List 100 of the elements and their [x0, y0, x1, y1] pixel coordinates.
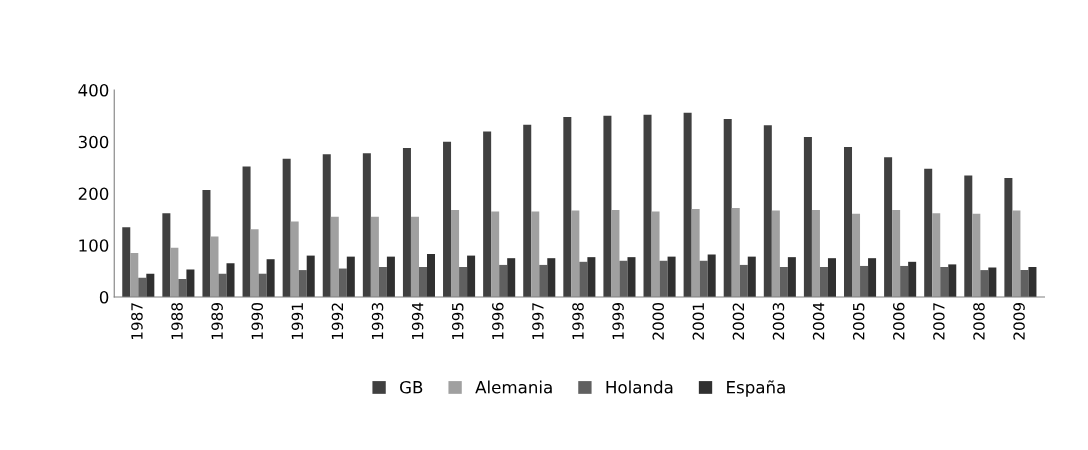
bar	[282, 158, 291, 297]
bar	[972, 213, 981, 297]
bar	[667, 256, 676, 297]
bar	[378, 266, 387, 297]
bar	[523, 124, 532, 297]
x-tick-label: 1993	[371, 303, 384, 340]
bar	[739, 264, 748, 297]
bar	[218, 273, 227, 297]
x-tick-label: 2008	[973, 302, 985, 340]
bar	[691, 209, 700, 297]
bar	[426, 254, 436, 297]
bar	[627, 257, 636, 297]
x-tick-label: 2003	[772, 303, 785, 340]
bar	[491, 211, 500, 297]
bar	[779, 266, 788, 297]
bar	[852, 213, 861, 297]
bar	[571, 210, 580, 297]
bar	[306, 255, 315, 297]
x-tick-label: 2002	[732, 303, 745, 340]
bar	[844, 146, 853, 297]
bar	[659, 260, 668, 297]
bar	[162, 213, 171, 297]
x-tick-label: 1995	[451, 303, 464, 340]
legend-label: Holanda	[606, 380, 673, 394]
bar	[707, 254, 716, 297]
bar	[410, 216, 419, 297]
bar	[819, 266, 828, 297]
x-tick-label: 1987	[131, 303, 143, 340]
bar	[499, 264, 508, 297]
bar	[988, 267, 997, 297]
x-tick-label: 1990	[251, 302, 264, 340]
bar	[298, 270, 307, 297]
bar	[868, 258, 877, 297]
bar	[451, 210, 460, 297]
legend-label: Alemania	[475, 380, 552, 394]
bar	[290, 221, 299, 297]
bar	[178, 278, 187, 297]
bar	[587, 257, 596, 297]
x-tick-label: 1994	[411, 302, 424, 340]
bar	[924, 168, 933, 297]
bar	[1020, 270, 1029, 297]
legend-label: GB	[400, 380, 423, 394]
bar	[418, 266, 427, 297]
bar	[1012, 210, 1021, 297]
bar	[338, 268, 347, 297]
bar	[900, 265, 909, 297]
bar	[803, 137, 812, 297]
x-tick-label: 2007	[933, 303, 945, 340]
bar	[258, 273, 267, 297]
bar	[346, 256, 355, 297]
bar	[643, 114, 652, 297]
bar	[531, 211, 540, 297]
legend-label: España	[727, 380, 785, 397]
bar	[402, 147, 411, 297]
x-tick-label: 2009	[1013, 302, 1025, 340]
bar	[330, 216, 339, 297]
x-tick-label: 1996	[492, 302, 504, 340]
bar	[226, 263, 235, 297]
x-tick-label: 1991	[291, 303, 304, 340]
bar	[146, 273, 155, 297]
bar	[186, 269, 195, 297]
bar	[563, 116, 572, 297]
bar	[908, 261, 917, 297]
bar	[459, 266, 468, 297]
x-tick-label: 2005	[852, 303, 865, 340]
bar	[747, 256, 756, 297]
bar	[811, 210, 820, 297]
bar	[683, 112, 692, 297]
y-tick-label: 0	[99, 290, 109, 304]
bar	[940, 266, 949, 297]
bar	[611, 210, 620, 297]
bar	[651, 211, 660, 297]
y-tick-label: 300	[78, 135, 109, 149]
x-tick-label: 1999	[612, 302, 624, 340]
bar	[362, 153, 371, 297]
bar	[539, 264, 548, 297]
bar	[122, 227, 131, 297]
x-tick-label: 1998	[572, 302, 584, 340]
bar	[547, 258, 556, 297]
bar	[771, 210, 780, 297]
y-tick-label: 100	[79, 239, 109, 252]
bar	[210, 236, 219, 297]
bar	[322, 154, 331, 297]
bar	[932, 213, 941, 297]
bar	[130, 253, 139, 297]
bar	[507, 258, 516, 297]
bar	[1004, 177, 1013, 297]
bar	[827, 258, 836, 297]
bar	[483, 131, 492, 297]
bar	[443, 141, 452, 297]
bar	[266, 259, 275, 297]
x-tick-label: 1988	[171, 302, 183, 340]
bar	[250, 229, 259, 297]
bar	[699, 260, 708, 297]
bar	[892, 210, 901, 297]
y-tick-label: 200	[78, 187, 109, 201]
bar	[723, 118, 732, 297]
bar	[964, 175, 973, 297]
bar	[884, 157, 893, 297]
bar	[860, 265, 869, 297]
